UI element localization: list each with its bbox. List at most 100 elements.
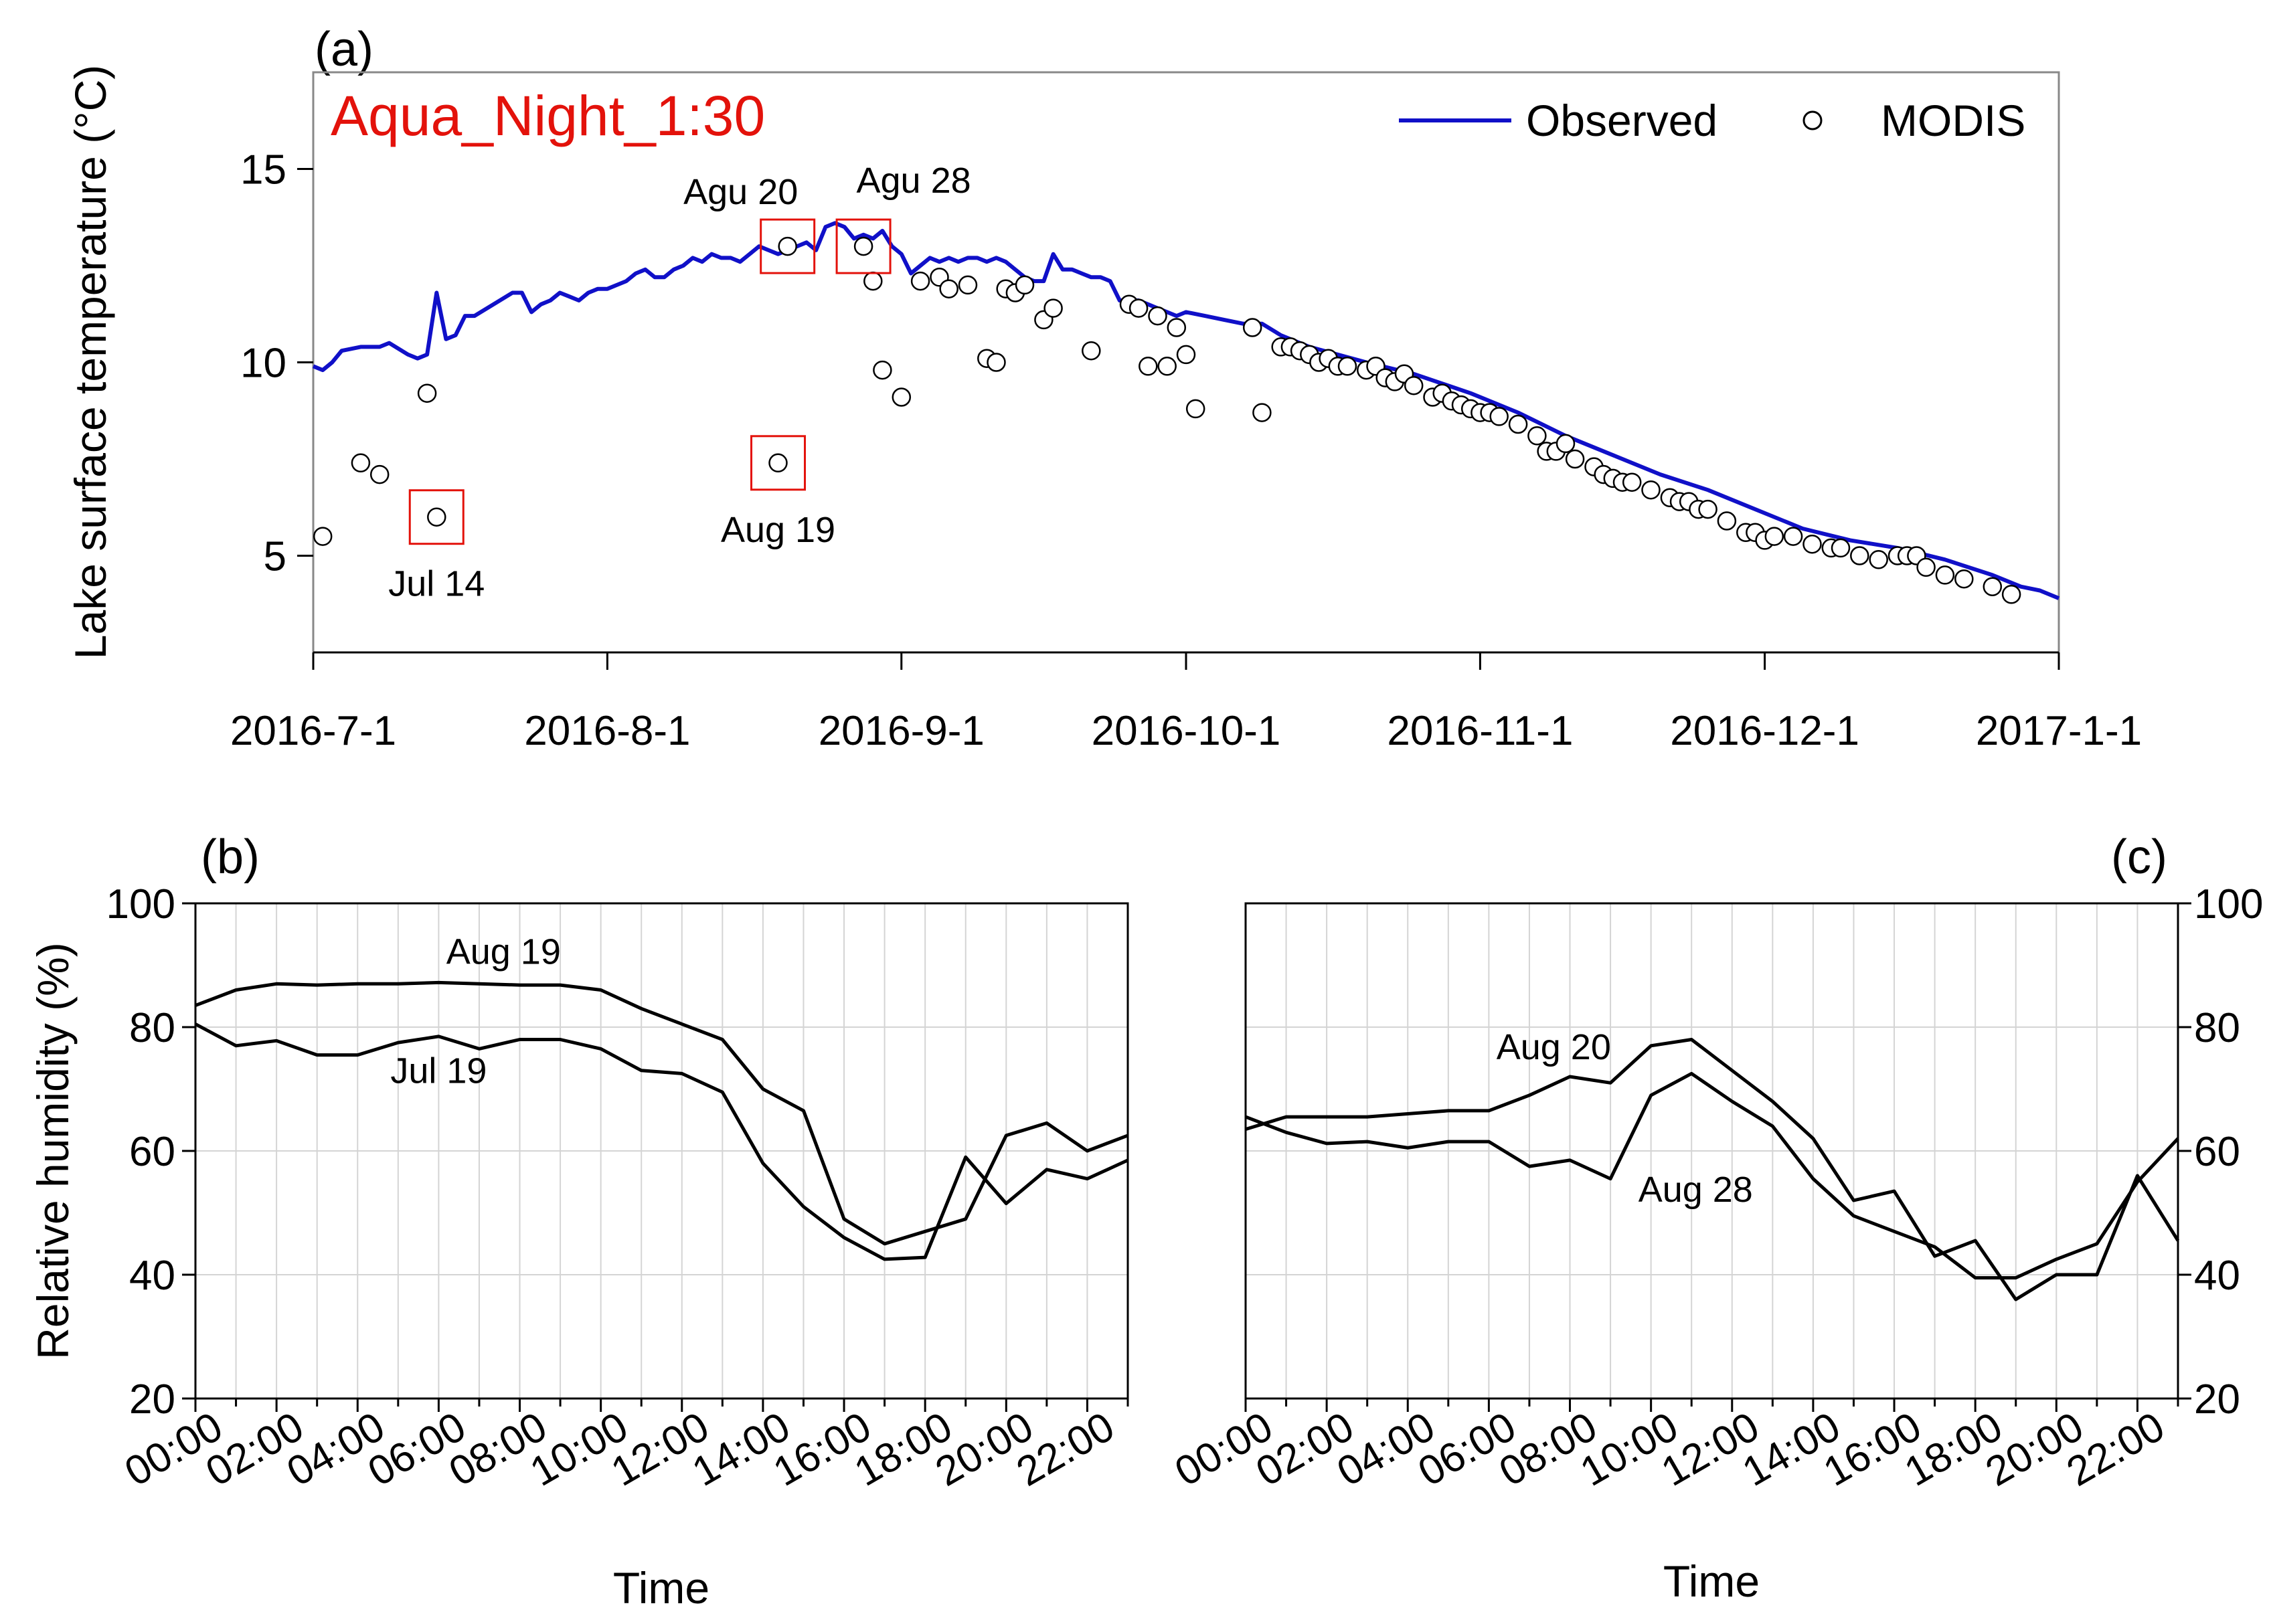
y-tick-label: 40 <box>2194 1253 2240 1299</box>
modis-point <box>1869 550 1888 569</box>
modis-point <box>1831 538 1851 558</box>
y-tick-label: 40 <box>129 1253 175 1299</box>
modis-point <box>1489 407 1509 426</box>
modis-point <box>910 271 930 291</box>
panel-b-y-axis-title: Relative humidity (%) <box>28 942 78 1360</box>
modis-point <box>417 383 437 403</box>
modis-point <box>1802 534 1822 554</box>
series-label-aug-28: Aug 28 <box>1638 1170 1753 1210</box>
panel-b-grid <box>195 903 1128 1399</box>
modis-point <box>427 507 446 527</box>
panel-c-series: Aug 20 Aug 28 <box>1245 1027 2180 1301</box>
modis-point <box>1139 357 1158 376</box>
panel-c-y-ticks: 20 40 60 80 100 <box>2178 881 2263 1423</box>
modis-point <box>853 236 873 256</box>
series-label-aug-19: Aug 19 <box>446 932 561 972</box>
panel-a-chart-title: Aqua_Night_1:30 <box>331 84 765 147</box>
modis-series-points <box>313 236 2021 604</box>
series-label-aug-20: Aug 20 <box>1497 1027 1611 1067</box>
observed-series-line <box>312 221 2060 600</box>
modis-point <box>1015 275 1035 295</box>
modis-point <box>1983 577 2003 596</box>
x-tick-label: 2016-8-1 <box>524 708 690 754</box>
modis-point <box>768 453 788 473</box>
modis-point <box>1556 434 1576 454</box>
modis-point <box>1622 472 1642 492</box>
x-tick-label: 2016-7-1 <box>230 708 396 754</box>
annotation-label-jul-14: Jul 14 <box>388 564 485 604</box>
modis-point <box>1404 375 1424 395</box>
modis-point <box>863 271 883 291</box>
modis-point <box>1157 357 1177 376</box>
y-tick-label: 20 <box>2194 1376 2240 1423</box>
modis-point <box>873 360 892 380</box>
modis-point <box>1167 318 1187 337</box>
modis-point <box>1337 357 1357 376</box>
modis-point <box>1148 306 1167 326</box>
modis-point <box>1043 298 1063 318</box>
modis-point <box>1935 565 1955 585</box>
modis-point <box>939 279 958 298</box>
modis-point <box>1717 511 1737 531</box>
modis-point <box>1850 546 1869 565</box>
modis-point <box>369 464 390 484</box>
modis-point <box>1128 298 1149 318</box>
modis-point <box>1527 426 1547 446</box>
modis-point <box>778 236 797 256</box>
x-tick-label: 2016-9-1 <box>819 708 985 754</box>
y-tick-label: 100 <box>106 881 175 927</box>
modis-point <box>958 275 978 295</box>
modis-point <box>1565 449 1585 469</box>
panel-b-series: Aug 19 Jul 19 <box>194 932 1129 1261</box>
panel-a: (a) 5 10 15 2016-7-1 2016-8-1 2016-9-1 2016-1… <box>66 23 2142 754</box>
modis-point <box>1954 569 1974 589</box>
annotation-label-agu-28: Agu 28 <box>857 161 971 201</box>
y-tick-label: 20 <box>129 1376 175 1423</box>
modis-point <box>1252 403 1272 422</box>
modis-point <box>1242 318 1262 337</box>
modis-point <box>1764 527 1784 546</box>
annotation-box <box>835 218 892 274</box>
panel-b-x-axis-title: Time <box>613 1563 709 1613</box>
modis-point <box>1185 399 1205 419</box>
y-tick-label: 60 <box>129 1129 175 1175</box>
annotation-label-aug-19: Aug 19 <box>721 510 835 550</box>
panel-b-label: (b) <box>201 830 260 884</box>
x-tick-label: 2016-10-1 <box>1092 708 1281 754</box>
y-tick-label: 10 <box>240 341 286 387</box>
modis-point <box>1176 345 1196 365</box>
series-line-aug-28 <box>1245 1071 2179 1280</box>
y-tick-label: 5 <box>264 534 286 580</box>
legend-modis-label: MODIS <box>1881 96 2025 145</box>
panel-a-label: (a) <box>315 23 373 76</box>
annotation-label-agu-20: Agu 20 <box>683 172 798 212</box>
annotation-box <box>408 489 465 545</box>
modis-point <box>313 527 333 546</box>
series-line-jul-19 <box>194 1022 1129 1261</box>
modis-point <box>2001 585 2021 604</box>
modis-point <box>1698 499 1717 519</box>
x-tick-label: 2016-11-1 <box>1387 708 1573 754</box>
series-line-aug-19 <box>195 980 1128 1246</box>
panel-c-x-axis-title: Time <box>1663 1556 1760 1606</box>
modis-point <box>1783 527 1803 546</box>
panel-a-x-ticks: 2016-7-1 2016-8-1 2016-9-1 2016-10-1 2016-11… <box>230 652 2142 754</box>
panel-a-y-axis-title: Lake surface temperature (°C) <box>66 65 115 659</box>
panel-a-annotations: Jul 14 Aug 19 Agu 20 Agu 28 <box>388 161 971 604</box>
legend-modis-marker <box>1802 110 1823 130</box>
y-tick-label: 80 <box>2194 1005 2240 1051</box>
modis-point <box>1082 341 1101 361</box>
panel-c-label: (c) <box>2111 830 2167 884</box>
panel-a-y-ticks: 5 10 15 <box>240 147 313 580</box>
modis-point <box>1508 414 1528 434</box>
series-line-aug-20 <box>1245 1038 2180 1301</box>
modis-point <box>351 453 371 473</box>
annotation-box <box>750 435 807 491</box>
y-tick-label: 15 <box>240 147 286 193</box>
y-tick-label: 80 <box>129 1005 175 1051</box>
series-label-jul-19: Jul 19 <box>390 1051 487 1091</box>
panel-b-y-ticks: 20 40 60 80 100 <box>106 881 195 1423</box>
panel-c-grid <box>1246 903 2178 1399</box>
